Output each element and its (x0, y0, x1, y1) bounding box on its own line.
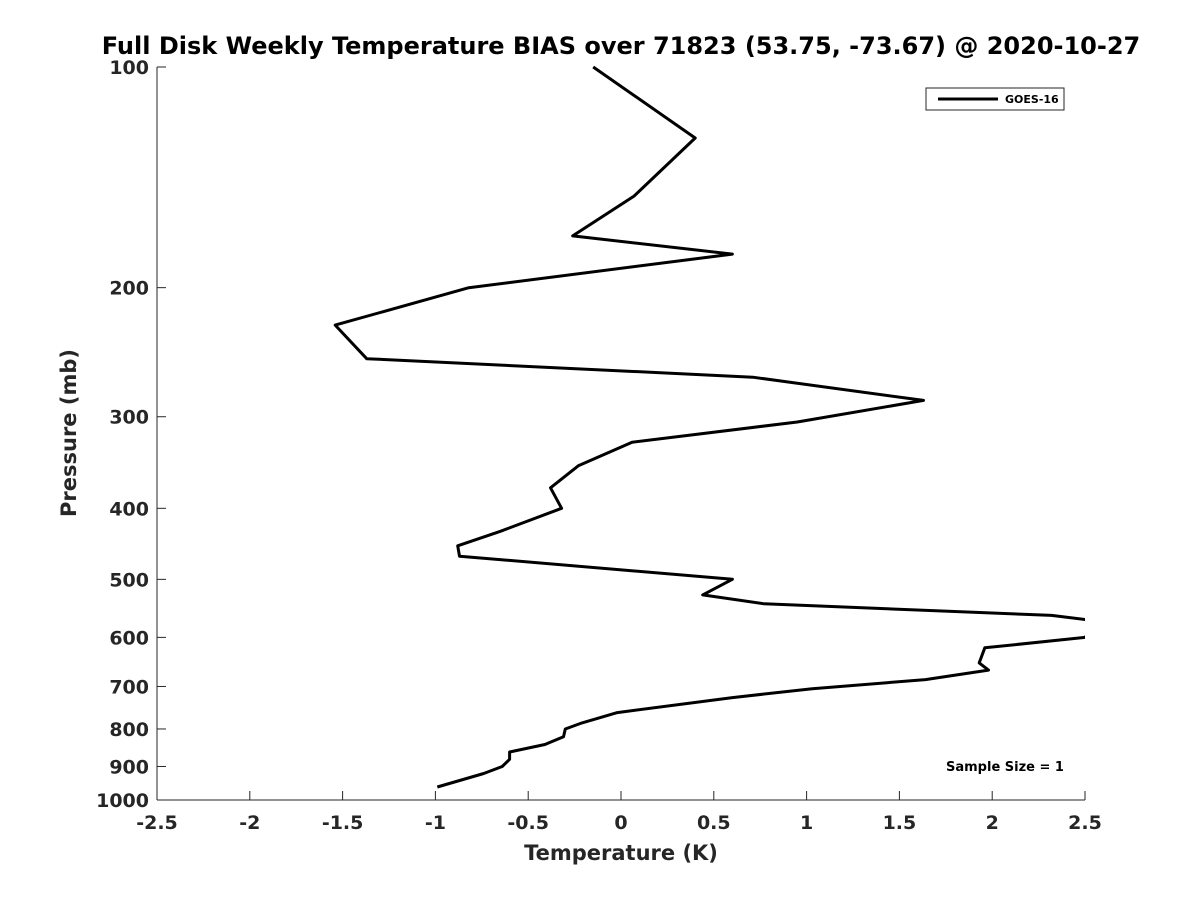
y-axis-label: Pressure (mb) (57, 349, 81, 517)
y-tick-label: 1000 (96, 790, 149, 812)
x-tick-label: -2 (239, 812, 260, 834)
series-line-goes-16 (333, 65, 1085, 789)
x-tick-label: 2 (986, 812, 999, 834)
y-tick-label: 800 (109, 719, 149, 741)
y-tick-label: 500 (109, 569, 149, 591)
legend-label: GOES-16 (1005, 93, 1059, 106)
y-tick-label: 600 (109, 627, 149, 649)
y-axis-ticks: 100 200 300 400 500 600 700 800 900 1000 (96, 57, 166, 812)
x-tick-label: -2.5 (136, 812, 178, 834)
x-tick-label: 2.5 (1068, 812, 1102, 834)
y-tick-label: 900 (109, 756, 149, 778)
x-axis-ticks: -2.5 -2 -1.5 -1 -0.5 0 0.5 1 1.5 2 2.5 (136, 791, 1102, 834)
y-tick-label: 300 (109, 407, 149, 429)
y-tick-label: 100 (109, 57, 149, 79)
x-axis-label: Temperature (K) (524, 841, 718, 865)
x-tick-label: 1 (800, 812, 813, 834)
sample-size-annotation: Sample Size = 1 (946, 760, 1064, 775)
y-tick-label: 400 (109, 498, 149, 520)
x-tick-label: 0 (614, 812, 627, 834)
legend: GOES-16 (925, 87, 1065, 111)
x-tick-label: -1.5 (322, 812, 364, 834)
series-layer (333, 65, 1085, 789)
x-tick-label: -0.5 (507, 812, 549, 834)
chart-title: Full Disk Weekly Temperature BIAS over 7… (102, 32, 1141, 60)
x-tick-label: 1.5 (883, 812, 917, 834)
y-tick-label: 200 (109, 278, 149, 300)
x-tick-label: -1 (425, 812, 446, 834)
y-tick-label: 700 (109, 676, 149, 698)
x-tick-label: 0.5 (697, 812, 731, 834)
